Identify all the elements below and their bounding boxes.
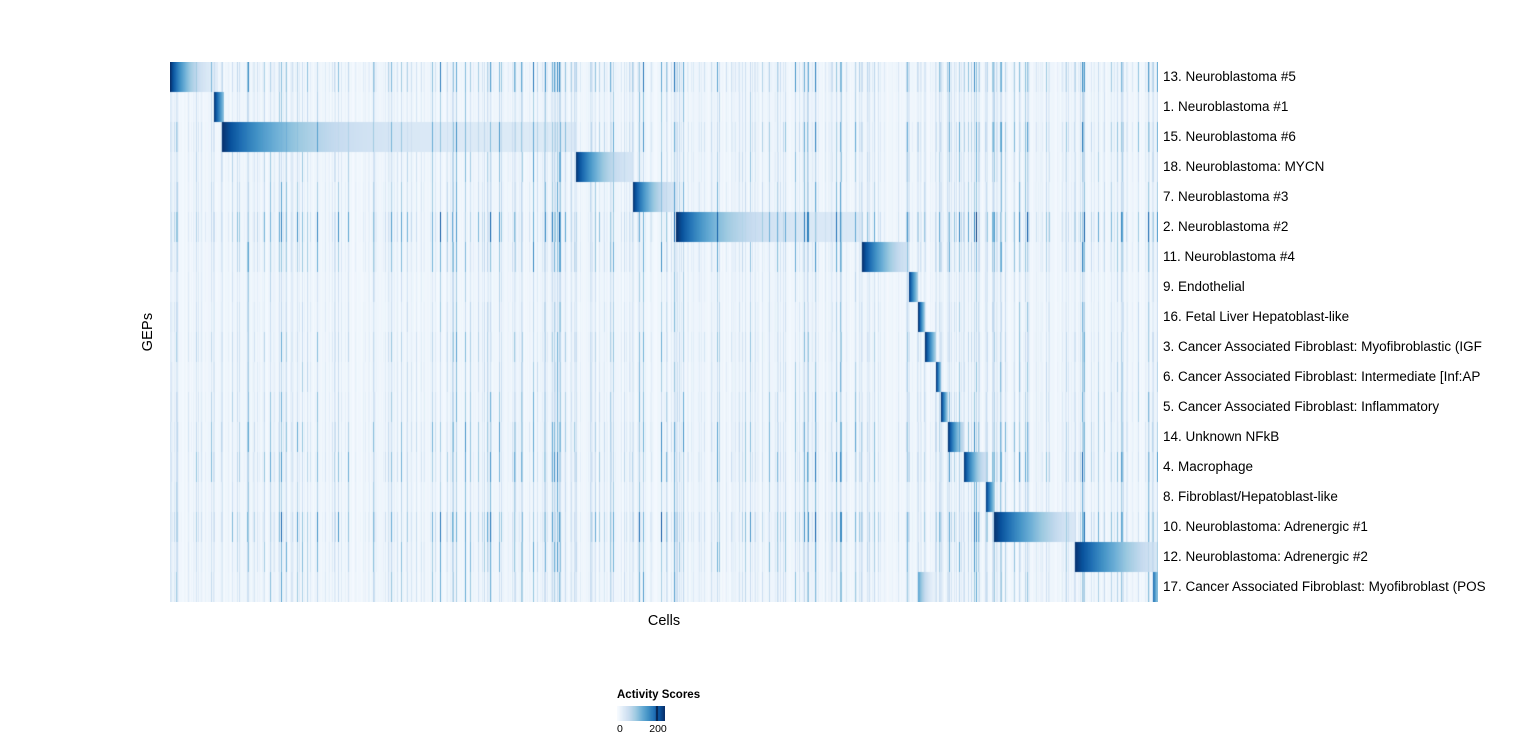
row-label-5-caf-inflammatory: 5. Cancer Associated Fibroblast: Inflamm… [1163, 399, 1440, 414]
row-label-13-neuroblastoma-5: 13. Neuroblastoma #5 [1163, 69, 1296, 84]
row-label-1-neuroblastoma-1: 1. Neuroblastoma #1 [1163, 99, 1289, 114]
row-label-12-adrenergic-2: 12. Neuroblastoma: Adrenergic #2 [1163, 549, 1368, 564]
colorbar-title: Activity Scores [617, 689, 701, 701]
row-label-7-neuroblastoma-3: 7. Neuroblastoma #3 [1163, 189, 1289, 204]
colorbar-legend: Activity Scores 0 200 [617, 689, 777, 736]
row-label-15-neuroblastoma-6: 15. Neuroblastoma #6 [1163, 129, 1296, 144]
colorbar-ticks: 0 200 [617, 723, 677, 736]
row-label-4-macrophage: 4. Macrophage [1163, 459, 1254, 474]
row-label-6-caf-intermediate: 6. Cancer Associated Fibroblast: Interme… [1163, 369, 1481, 384]
colorbar-tick-max: 200 [649, 723, 667, 735]
row-labels: 13. Neuroblastoma #5 1. Neuroblastoma #1… [1163, 62, 1540, 602]
x-axis-label: Cells [647, 613, 681, 629]
colorbar-tick-min: 0 [617, 723, 623, 735]
row-label-16-fetal-liver: 16. Fetal Liver Hepatoblast-like [1163, 309, 1350, 324]
row-label-8-fibroblast-hepatoblast: 8. Fibroblast/Hepatoblast-like [1163, 489, 1338, 504]
row-label-2-neuroblastoma-2: 2. Neuroblastoma #2 [1163, 219, 1289, 234]
row-label-3-caf-myofibroblastic: 3. Cancer Associated Fibroblast: Myofibr… [1163, 339, 1482, 354]
row-label-14-unknown-nfkb: 14. Unknown NFkB [1163, 429, 1280, 444]
row-label-10-adrenergic-1: 10. Neuroblastoma: Adrenergic #1 [1163, 519, 1368, 534]
y-axis-label: GEPs [140, 312, 156, 352]
row-label-18-neuroblastoma-mycn: 18. Neuroblastoma: MYCN [1163, 159, 1325, 174]
colorbar-gradient [617, 706, 665, 721]
row-label-11-neuroblastoma-4: 11. Neuroblastoma #4 [1163, 249, 1295, 264]
row-label-9-endothelial: 9. Endothelial [1163, 279, 1245, 294]
row-label-17-caf-myofibroblast: 17. Cancer Associated Fibroblast: Myofib… [1163, 579, 1486, 594]
heatmap-canvas [170, 62, 1158, 602]
